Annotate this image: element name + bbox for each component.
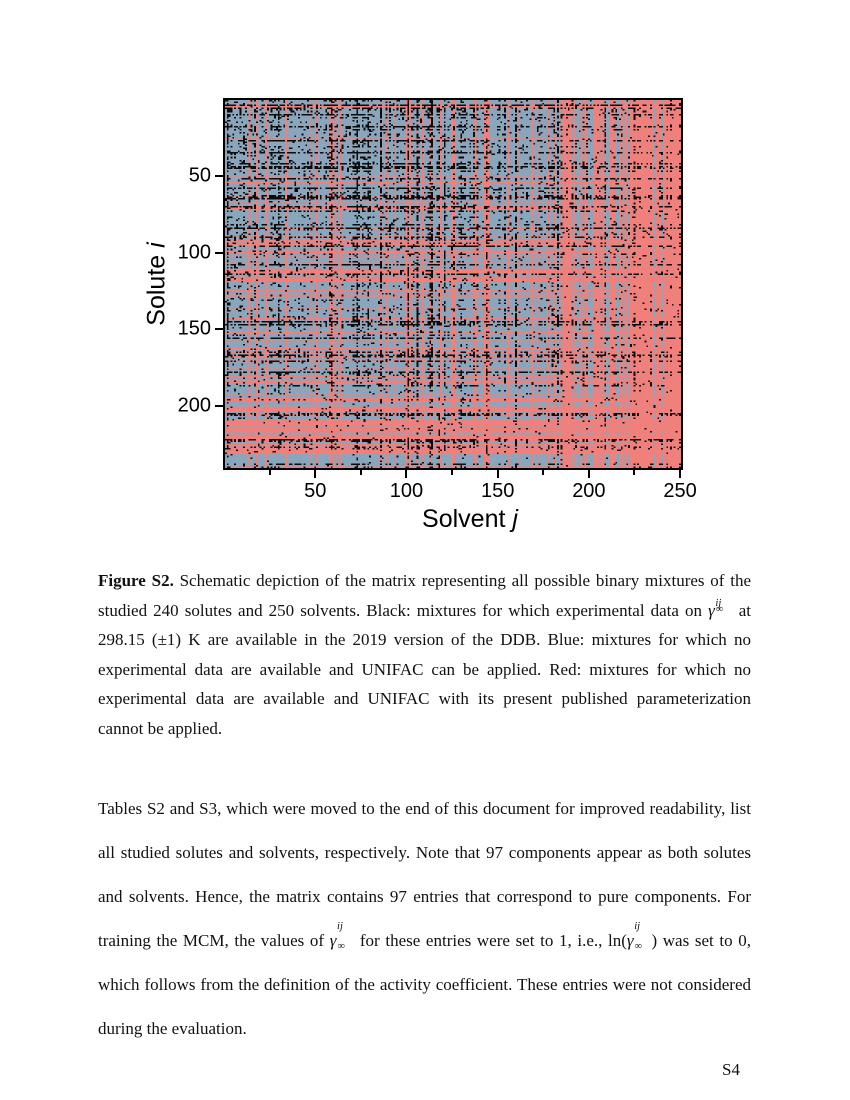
x-axis-title-var: j xyxy=(512,505,518,533)
y-tick-mark xyxy=(215,404,223,407)
page-number: S4 xyxy=(722,1060,740,1079)
text-segment: ln( xyxy=(608,931,627,950)
matrix-plot: 50 100 150 200 50 100 150 200 250 xyxy=(178,98,697,502)
text-segment: ) was set to 0, which follows from the d… xyxy=(98,931,752,1038)
y-axis-title: Solute i xyxy=(143,242,172,325)
text-segment: Figure S2. xyxy=(98,571,174,590)
x-tick-mark xyxy=(679,470,682,478)
x-tick-label: 200 xyxy=(572,480,606,502)
x-axis-title: Solvent j xyxy=(240,505,700,534)
gamma-inf-symbol: γ ∞ ij xyxy=(626,921,643,953)
text-segment: at 298.15 (±1) K are available in the 20… xyxy=(98,600,751,738)
text-segment: Schematic depiction of the matrix repres… xyxy=(98,571,751,620)
x-minor-tick-mark xyxy=(542,470,545,475)
y-tick-label: 50 xyxy=(188,164,211,187)
x-minor-tick-mark xyxy=(359,470,362,475)
figure-caption: Figure S2. Schematic depiction of the ma… xyxy=(98,566,751,743)
x-tick-label: 50 xyxy=(304,480,327,502)
gamma-inf-symbol: γ ∞ ij xyxy=(708,598,724,620)
y-tick-mark xyxy=(215,251,223,254)
x-tick-mark xyxy=(587,470,590,478)
x-tick-label: 100 xyxy=(389,480,424,502)
y-tick-label: 200 xyxy=(177,394,211,417)
text-segment: Tables S2 and S3, which were moved to th… xyxy=(98,799,751,950)
body-paragraph: Tables S2 and S3, which were moved to th… xyxy=(98,787,751,1051)
matrix-canvas xyxy=(225,100,681,468)
y-axis-title-text: Solute xyxy=(142,254,171,326)
x-tick-label: 150 xyxy=(481,480,515,502)
x-axis-title-text: Solvent xyxy=(422,505,506,533)
y-tick-mark xyxy=(215,174,223,177)
x-tick-label: 250 xyxy=(663,480,697,502)
gamma-inf-symbol: γ ∞ ij xyxy=(329,921,345,953)
text-segment: for these entries were set to 1, i.e., xyxy=(354,931,609,950)
y-tick-label: 100 xyxy=(177,241,211,264)
x-minor-tick-mark xyxy=(451,470,454,475)
x-minor-tick-mark xyxy=(268,470,271,475)
x-minor-tick-mark xyxy=(633,470,636,475)
x-tick-mark xyxy=(405,470,408,478)
y-tick-label: 150 xyxy=(177,317,211,340)
x-tick-mark xyxy=(496,470,499,478)
y-tick-mark xyxy=(215,328,223,331)
x-tick-mark xyxy=(314,470,317,478)
y-axis-title-var: i xyxy=(142,242,171,248)
